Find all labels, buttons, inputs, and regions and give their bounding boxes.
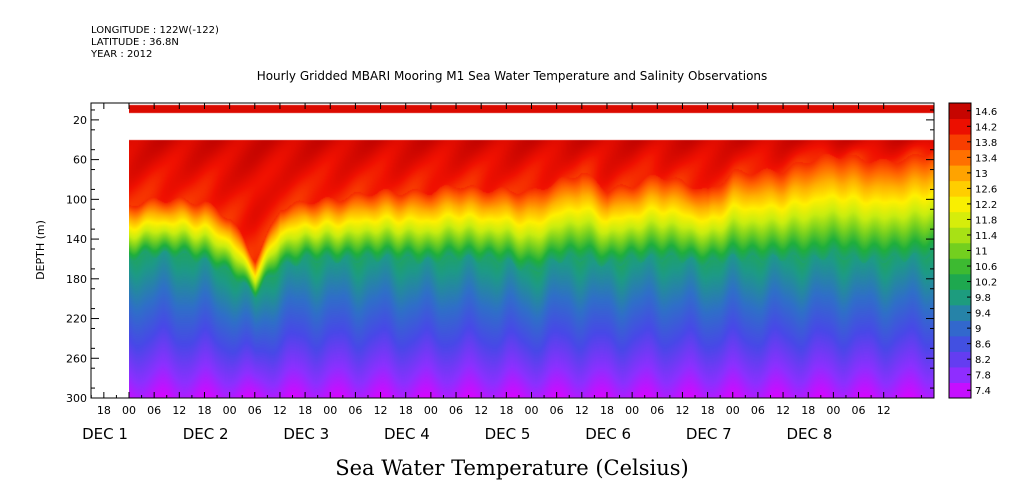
heatmap-canvas-wrapper: [129, 103, 934, 398]
colorbar-tick-label: 9.4: [975, 309, 991, 320]
x-tick-label: 06: [852, 404, 866, 417]
colorbar-tick-label: 12.6: [975, 184, 997, 195]
colorbar: 7.4 7.8 8.2 8.6 9 9.4 9.8 10.2 10.6 11 11.4 11.8 12.…: [948, 102, 997, 399]
colorbar-bin: [949, 320, 971, 337]
x-tick-label: 18: [197, 404, 211, 417]
x-tick-label: 18: [399, 404, 413, 417]
y-tick-label: 20: [73, 114, 87, 127]
x-tick-label: 06: [550, 404, 564, 417]
y-tick-label: 100: [66, 193, 87, 206]
x-day-label: DEC 4: [384, 425, 430, 443]
colorbar-tick-label: 11.4: [975, 231, 997, 242]
x-tick-label: 06: [449, 404, 463, 417]
colorbar-tick-label: 7.4: [975, 386, 991, 397]
x-tick-label: 18: [97, 404, 111, 417]
y-tick-label: 140: [66, 233, 87, 246]
x-tick-label: 00: [525, 404, 539, 417]
x-tick-label: 00: [223, 404, 237, 417]
x-tick-label: 12: [776, 404, 790, 417]
x-day-label: DEC 2: [183, 425, 229, 443]
colorbar-bin: [949, 351, 971, 368]
x-tick-label: 00: [122, 404, 136, 417]
colorbar-bin: [949, 103, 971, 120]
colorbar-tick-label: 13: [975, 169, 988, 180]
colorbar-tick-label: 14.2: [975, 122, 997, 133]
x-tick-label: 12: [575, 404, 589, 417]
x-day-label: DEC 1: [82, 425, 128, 443]
x-tick-label: 06: [650, 404, 664, 417]
colorbar-tick-label: 8.6: [975, 340, 991, 351]
x-tick-label: 12: [172, 404, 186, 417]
x-tick-label: 06: [147, 404, 161, 417]
longitude-label: LONGITUDE : 122W(-122): [91, 25, 219, 36]
colorbar-tick-label: 13.4: [975, 153, 997, 164]
colorbar-bin: [949, 196, 971, 213]
colorbar-bin: [949, 366, 971, 383]
y-tick-label: 220: [66, 313, 87, 326]
x-tick-label: 18: [600, 404, 614, 417]
x-tick-label: 00: [726, 404, 740, 417]
plot-frame: [90, 102, 935, 399]
year-label: YEAR : 2012: [91, 49, 153, 60]
colorbar-bin: [949, 149, 971, 166]
x-tick-label: 18: [801, 404, 815, 417]
y-axis: 20 60 100 140 180 220 260 300: [66, 109, 934, 405]
colorbar-bin: [949, 289, 971, 306]
heatmap-field: [129, 103, 934, 398]
colorbar-tick-label: 12.2: [975, 200, 997, 211]
x-day-label: DEC 8: [786, 425, 832, 443]
colorbar-tick-label: 10.2: [975, 278, 997, 289]
colorbar-tick-label: 11.8: [975, 215, 997, 226]
x-tick-label: 12: [877, 404, 891, 417]
x-tick-label: 18: [499, 404, 513, 417]
y-tick-label: 300: [66, 392, 87, 405]
x-tick-label: 06: [348, 404, 362, 417]
y-tick-label: 180: [66, 273, 87, 286]
colorbar-bin: [949, 134, 971, 151]
x-day-label: DEC 5: [485, 425, 531, 443]
colorbar-tick-label: 7.8: [975, 371, 991, 382]
y-tick-label: 60: [73, 154, 87, 167]
colorbar-tick-label: 9.8: [975, 293, 991, 304]
colorbar-label: Sea Water Temperature (Celsius): [335, 456, 689, 480]
colorbar-tick-label: 13.8: [975, 138, 997, 149]
colorbar-tick-label: 11: [975, 247, 988, 258]
colorbar-tick-label: 14.6: [975, 107, 997, 118]
x-tick-label: 12: [474, 404, 488, 417]
colorbar-tick-label: 9: [975, 324, 981, 335]
x-tick-label: 06: [248, 404, 262, 417]
x-tick-label: 12: [374, 404, 388, 417]
colorbar-bin: [949, 165, 971, 182]
colorbar-bin: [949, 335, 971, 352]
colorbar-bin: [949, 211, 971, 228]
colorbar-bin: [949, 304, 971, 321]
colorbar-bin: [949, 258, 971, 275]
colorbar-tick-label: 8.2: [975, 355, 991, 366]
x-tick-label: 00: [424, 404, 438, 417]
x-day-label: DEC 6: [585, 425, 631, 443]
chart-title: Hourly Gridded MBARI Mooring M1 Sea Wate…: [257, 69, 768, 83]
x-tick-label: 00: [625, 404, 639, 417]
x-tick-label: 18: [298, 404, 312, 417]
latitude-label: LATITUDE : 36.8N: [91, 37, 179, 48]
x-tick-label: 06: [751, 404, 765, 417]
colorbar-bin: [949, 180, 971, 197]
x-tick-label: 12: [273, 404, 287, 417]
x-axis: 18 00 06 12 18 00 06 12 18 00 06 12 18 00 06 12 18 00 06 12…: [82, 103, 922, 443]
x-tick-label: 12: [675, 404, 689, 417]
colorbar-bin: [949, 227, 971, 244]
colorbar-tick-label: 10.6: [975, 262, 997, 273]
y-tick-label: 260: [66, 352, 87, 365]
colorbar-bin: [949, 382, 971, 399]
colorbar-bin: [949, 242, 971, 259]
x-tick-label: 00: [323, 404, 337, 417]
x-day-label: DEC 7: [686, 425, 732, 443]
x-tick-label: 00: [826, 404, 840, 417]
colorbar-bin: [949, 118, 971, 135]
x-day-label: DEC 3: [283, 425, 329, 443]
colorbar-bin: [949, 273, 971, 290]
x-tick-label: 18: [701, 404, 715, 417]
y-axis-label: DEPTH (m): [34, 220, 47, 280]
